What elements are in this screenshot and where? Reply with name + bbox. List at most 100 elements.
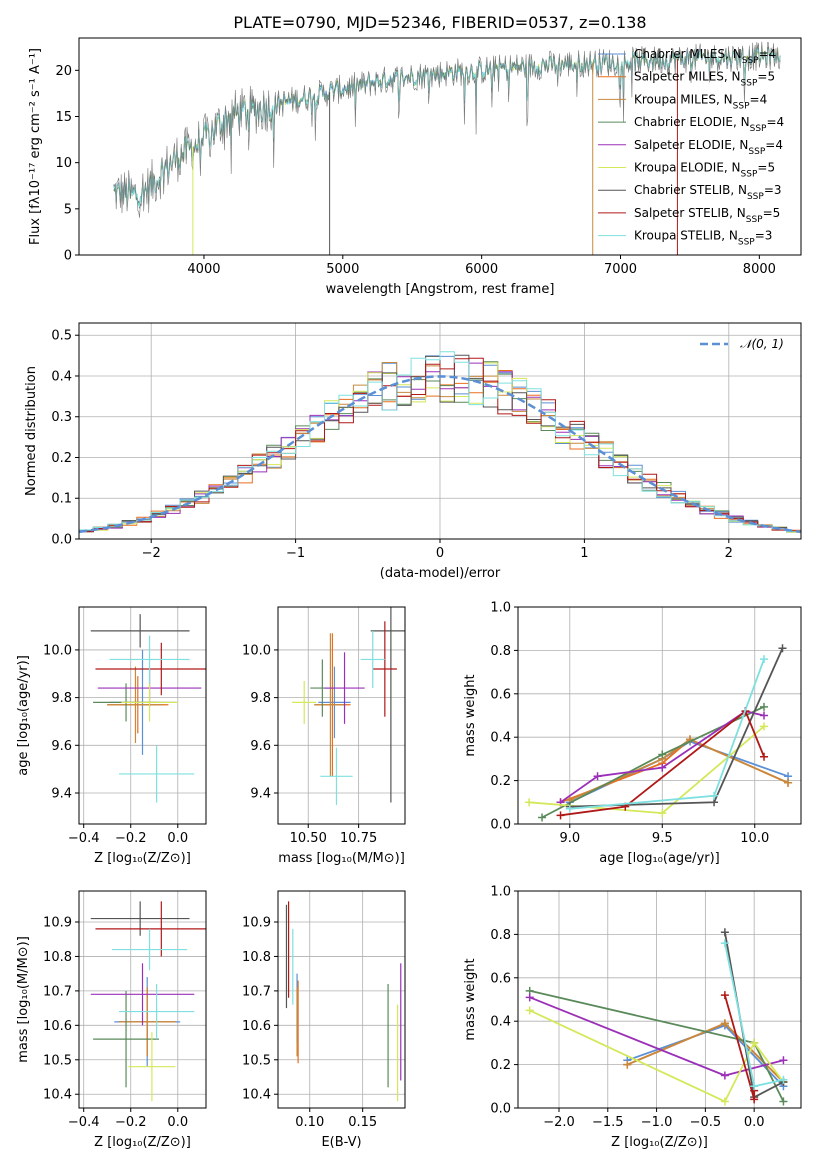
axes-frame: [277, 606, 406, 825]
mass-vs-ebv-panel: 0.10 0.15 10.4 10.5 10.6 10.7 10.8 10.9 E(B-V): [242, 890, 406, 1150]
series-point-kroupa-miles: [720, 1019, 729, 1028]
y-tick-label: 9.4: [250, 787, 271, 802]
y-tick-label: 0.5: [51, 329, 72, 344]
weight-vs-metallicity-panel: −2.0 −1.5 −1.0 −0.5 0.0 0.0 0.2 0.4 0.6 0.8 1.0 Z […: [463, 885, 802, 1150]
y-tick-label: 0.2: [51, 451, 72, 466]
series-point-chabrier-stelib: [778, 644, 787, 653]
series-point-chabrier-stelib: [720, 928, 729, 937]
histogram-salpeter-stelib: [79, 357, 801, 533]
x-tick-label: 0: [436, 546, 444, 561]
series-point-salpeter-elodie: [760, 711, 769, 720]
weight_vs_age-plot-area: [525, 644, 793, 822]
y-axis-label: mass weight: [463, 674, 478, 756]
y-tick-label: 0.6: [490, 971, 511, 986]
y-tick-label: 10.5: [43, 1053, 72, 1068]
x-axis-label: Z [log₁₀(Z/Z⊙)]: [611, 1135, 708, 1150]
y-axis-label: mass weight: [463, 958, 478, 1040]
legend-label-chabrier-elodie: Chabrier ELODIE, NSSP=4: [634, 115, 784, 134]
x-axis-label: (data-model)/error: [380, 566, 501, 581]
x-tick-label: −0.4: [68, 831, 100, 846]
y-tick-label: 10.5: [242, 1053, 271, 1068]
y-tick-label: 9.8: [250, 691, 271, 706]
series-point-salpeter-elodie: [525, 993, 534, 1002]
y-tick-label: 10.0: [242, 643, 271, 658]
series-point-chabrier-elodie: [760, 702, 769, 711]
series-point-salpeter-elodie: [658, 763, 667, 772]
age_vs_Z-plot-area: [90, 614, 206, 803]
legend-label-salpeter-stelib: Salpeter STELIB, NSSP=5: [634, 206, 780, 225]
axes-frame: [78, 37, 802, 256]
y-tick-label: 5: [64, 202, 72, 217]
x-tick-label: −0.4: [68, 1115, 100, 1130]
normal-curve: [79, 375, 801, 534]
weight-vs-age-panel: 9.0 9.5 10.0 0.0 0.2 0.4 0.6 0.8 1.0 age [log₁₀(a…: [463, 601, 802, 866]
series-point-salpeter-stelib: [720, 991, 729, 1000]
y-tick-label: 15: [55, 110, 72, 125]
series-line-chabrier-stelib: [569, 647, 784, 808]
spectrum-legend: Chabrier MILES, NSSP=4 Salpeter MILES, NS…: [598, 47, 784, 248]
y-axis-label: mass [log₁₀(M/M⊙)]: [16, 936, 31, 1063]
y-tick-label: 0.0: [490, 1102, 511, 1117]
x-tick-label: 7000: [604, 262, 637, 277]
x-axis-label: age [log₁₀(age/yr)]: [599, 851, 720, 866]
y-tick-label: 10.8: [242, 950, 271, 965]
legend-label-kroupa-elodie: Kroupa ELODIE, NSSP=5: [634, 161, 775, 180]
x-tick-label: 9.0: [559, 831, 580, 846]
y-tick-label: 9.6: [250, 739, 271, 754]
y-tick-label: 10.6: [43, 1019, 72, 1034]
series-point-kroupa-miles: [623, 1060, 632, 1069]
observed-spectrum: [113, 41, 781, 218]
series-point-kroupa-miles: [784, 778, 793, 787]
y-tick-label: 1.0: [490, 885, 511, 900]
y-axis-label: Flux [fλ10⁻¹⁷ erg cm⁻² s⁻¹ A⁻¹]: [28, 48, 43, 245]
y-tick-label: 10.7: [43, 984, 72, 999]
x-tick-label: 10.50: [290, 831, 327, 846]
x-tick-label: 10.0: [740, 831, 769, 846]
x-tick-label: 6000: [465, 262, 498, 277]
series-point-kroupa-stelib: [779, 1075, 788, 1084]
series-point-kroupa-elodie: [720, 1097, 729, 1106]
x-axis-label: wavelength [Angstrom, rest frame]: [326, 282, 555, 297]
y-tick-label: 10.4: [242, 1088, 271, 1103]
series-line-chabrier-miles: [569, 740, 789, 804]
y-tick-label: 1.0: [490, 601, 511, 616]
y-axis-label: Normed distribution: [24, 366, 39, 496]
y-tick-label: 10.4: [43, 1088, 72, 1103]
series-point-kroupa-elodie: [760, 722, 769, 731]
series-point-kroupa-stelib: [710, 791, 719, 800]
age_vs_mass-plot-area: [292, 607, 405, 805]
series-point-kroupa-elodie: [525, 1006, 534, 1015]
series-point-salpeter-elodie: [779, 1056, 788, 1065]
series-point-kroupa-elodie: [658, 809, 667, 818]
x-tick-label: 0.0: [167, 1115, 188, 1130]
x-tick-label: −2.0: [543, 1115, 575, 1130]
series-line-salpeter-stelib: [560, 709, 765, 817]
series-point-kroupa-elodie: [750, 1038, 759, 1047]
legend-label-kroupa-miles: Kroupa MILES, NSSP=4: [634, 92, 767, 111]
y-tick-label: 0.4: [490, 731, 511, 746]
y-tick-label: 0.8: [490, 644, 511, 659]
histogram-kroupa-stelib: [79, 351, 801, 533]
series-point-salpeter-elodie: [720, 1071, 729, 1080]
x-tick-label: −1.5: [592, 1115, 624, 1130]
series-point-salpeter-elodie: [593, 772, 602, 781]
series-line-kroupa-elodie: [529, 1009, 785, 1103]
x-tick-label: −1.0: [641, 1115, 673, 1130]
y-tick-label: 10: [55, 156, 72, 171]
residuals-plot-area: [79, 351, 801, 534]
x-tick-label: 0.15: [348, 1115, 377, 1130]
y-tick-label: 0.3: [51, 410, 72, 425]
x-tick-label: −0.5: [690, 1115, 722, 1130]
series-point-salpeter-stelib: [556, 811, 565, 820]
y-tick-label: 9.6: [51, 739, 72, 754]
spectrum-plot-area: [113, 41, 781, 255]
x-tick-label: 0.10: [295, 1115, 324, 1130]
legend-label-normal: 𝒩(0, 1): [740, 337, 784, 351]
residuals-histogram-panel: −2 −1 0 1 2 0.0 0.1 0.2 0.3 0.4 0.5 (data-model)/er…: [24, 322, 802, 581]
series-point-kroupa-elodie: [525, 798, 534, 807]
x-tick-label: 1: [580, 546, 588, 561]
series-point-kroupa-stelib: [565, 804, 574, 813]
y-tick-label: 10.9: [242, 916, 271, 931]
x-tick-label: −0.2: [115, 1115, 147, 1130]
y-tick-label: 9.8: [51, 691, 72, 706]
